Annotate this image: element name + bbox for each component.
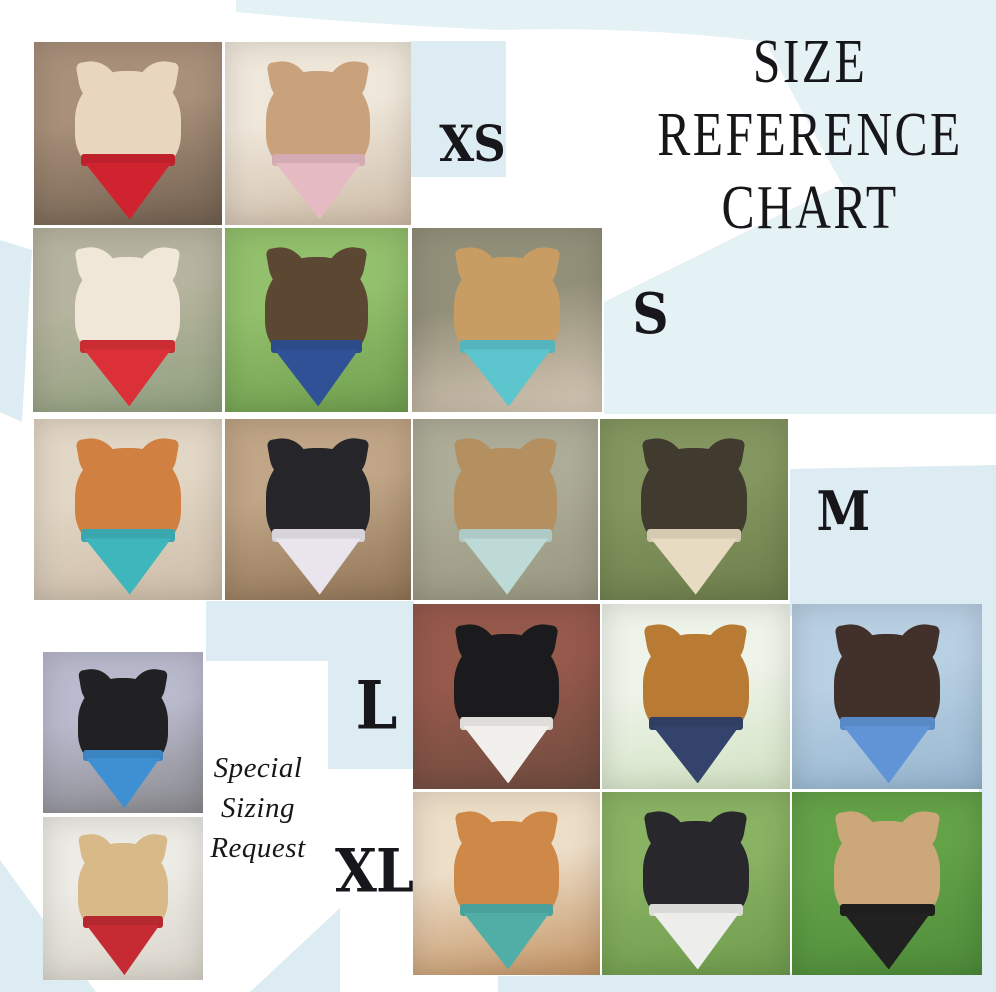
photo-xs-1 xyxy=(34,42,222,225)
special-sizing-note-line-3: Request xyxy=(210,832,306,864)
background-shape-special-wedge xyxy=(250,908,340,992)
bandana-shape xyxy=(652,912,740,970)
bandana-collar-shape xyxy=(83,916,163,928)
chart-title-line-2: REFERENCE xyxy=(657,101,963,169)
bandana-shape xyxy=(652,726,740,784)
photo-m-4 xyxy=(600,419,788,600)
chart-title-line-3: CHART xyxy=(721,174,899,242)
photo-m-1 xyxy=(34,419,222,600)
size-label-xl: XL xyxy=(334,836,414,907)
background-shape-xs-chip xyxy=(410,41,506,177)
photo-l-1 xyxy=(413,604,600,789)
photo-l-2 xyxy=(602,604,790,789)
special-sizing-note-line-1: Special xyxy=(213,752,303,784)
photo-xl-1 xyxy=(413,792,600,975)
bandana-shape xyxy=(843,726,931,784)
photo-special-2 xyxy=(43,817,203,980)
photo-xl-2 xyxy=(602,792,790,975)
background-shape-m-band xyxy=(790,465,996,616)
bandana-shape xyxy=(274,349,359,407)
photo-s-2 xyxy=(225,228,408,412)
photo-s-3 xyxy=(412,228,602,412)
background-shape-s-region xyxy=(604,186,996,414)
bandana-shape xyxy=(463,349,551,407)
chart-title-line-1: SIZE xyxy=(752,28,868,96)
background-shape-l-chip xyxy=(206,601,414,769)
bandana-shape xyxy=(86,924,160,976)
photo-special-1 xyxy=(43,652,203,813)
size-label-s: S xyxy=(632,280,668,347)
bandana-shape xyxy=(650,538,738,595)
background-shape-bottom-strip xyxy=(498,970,996,992)
special-sizing-note-line-2: Sizing xyxy=(221,792,295,824)
bandana-shape xyxy=(463,912,550,970)
special-sizing-note: Special Sizing Request xyxy=(160,748,356,868)
photo-s-1 xyxy=(33,228,222,412)
photo-xl-3 xyxy=(792,792,982,975)
bandana-shape xyxy=(275,162,361,220)
bandana-shape xyxy=(843,912,931,970)
background-shape-top-right-blob xyxy=(236,0,996,415)
bandana-collar-shape xyxy=(83,750,163,762)
photo-l-3 xyxy=(792,604,982,789)
photo-xs-2 xyxy=(225,42,411,225)
background-shape-left-wedge xyxy=(0,240,32,422)
bandana-shape xyxy=(84,349,171,407)
bandana-shape xyxy=(275,538,361,595)
size-label-m: M xyxy=(816,478,871,543)
background-shape-right-sliver xyxy=(979,598,996,975)
photo-m-3 xyxy=(413,419,598,600)
bandana-shape xyxy=(463,726,550,784)
bandana-shape xyxy=(462,538,549,595)
photo-m-2 xyxy=(225,419,411,600)
size-label-l: L xyxy=(355,666,398,745)
bandana-shape xyxy=(84,538,172,595)
bandana-shape xyxy=(86,758,160,809)
bandana-shape xyxy=(84,162,172,220)
chart-title: SIZE REFERENCE CHART xyxy=(642,26,978,245)
size-label-xs: XS xyxy=(439,114,506,173)
